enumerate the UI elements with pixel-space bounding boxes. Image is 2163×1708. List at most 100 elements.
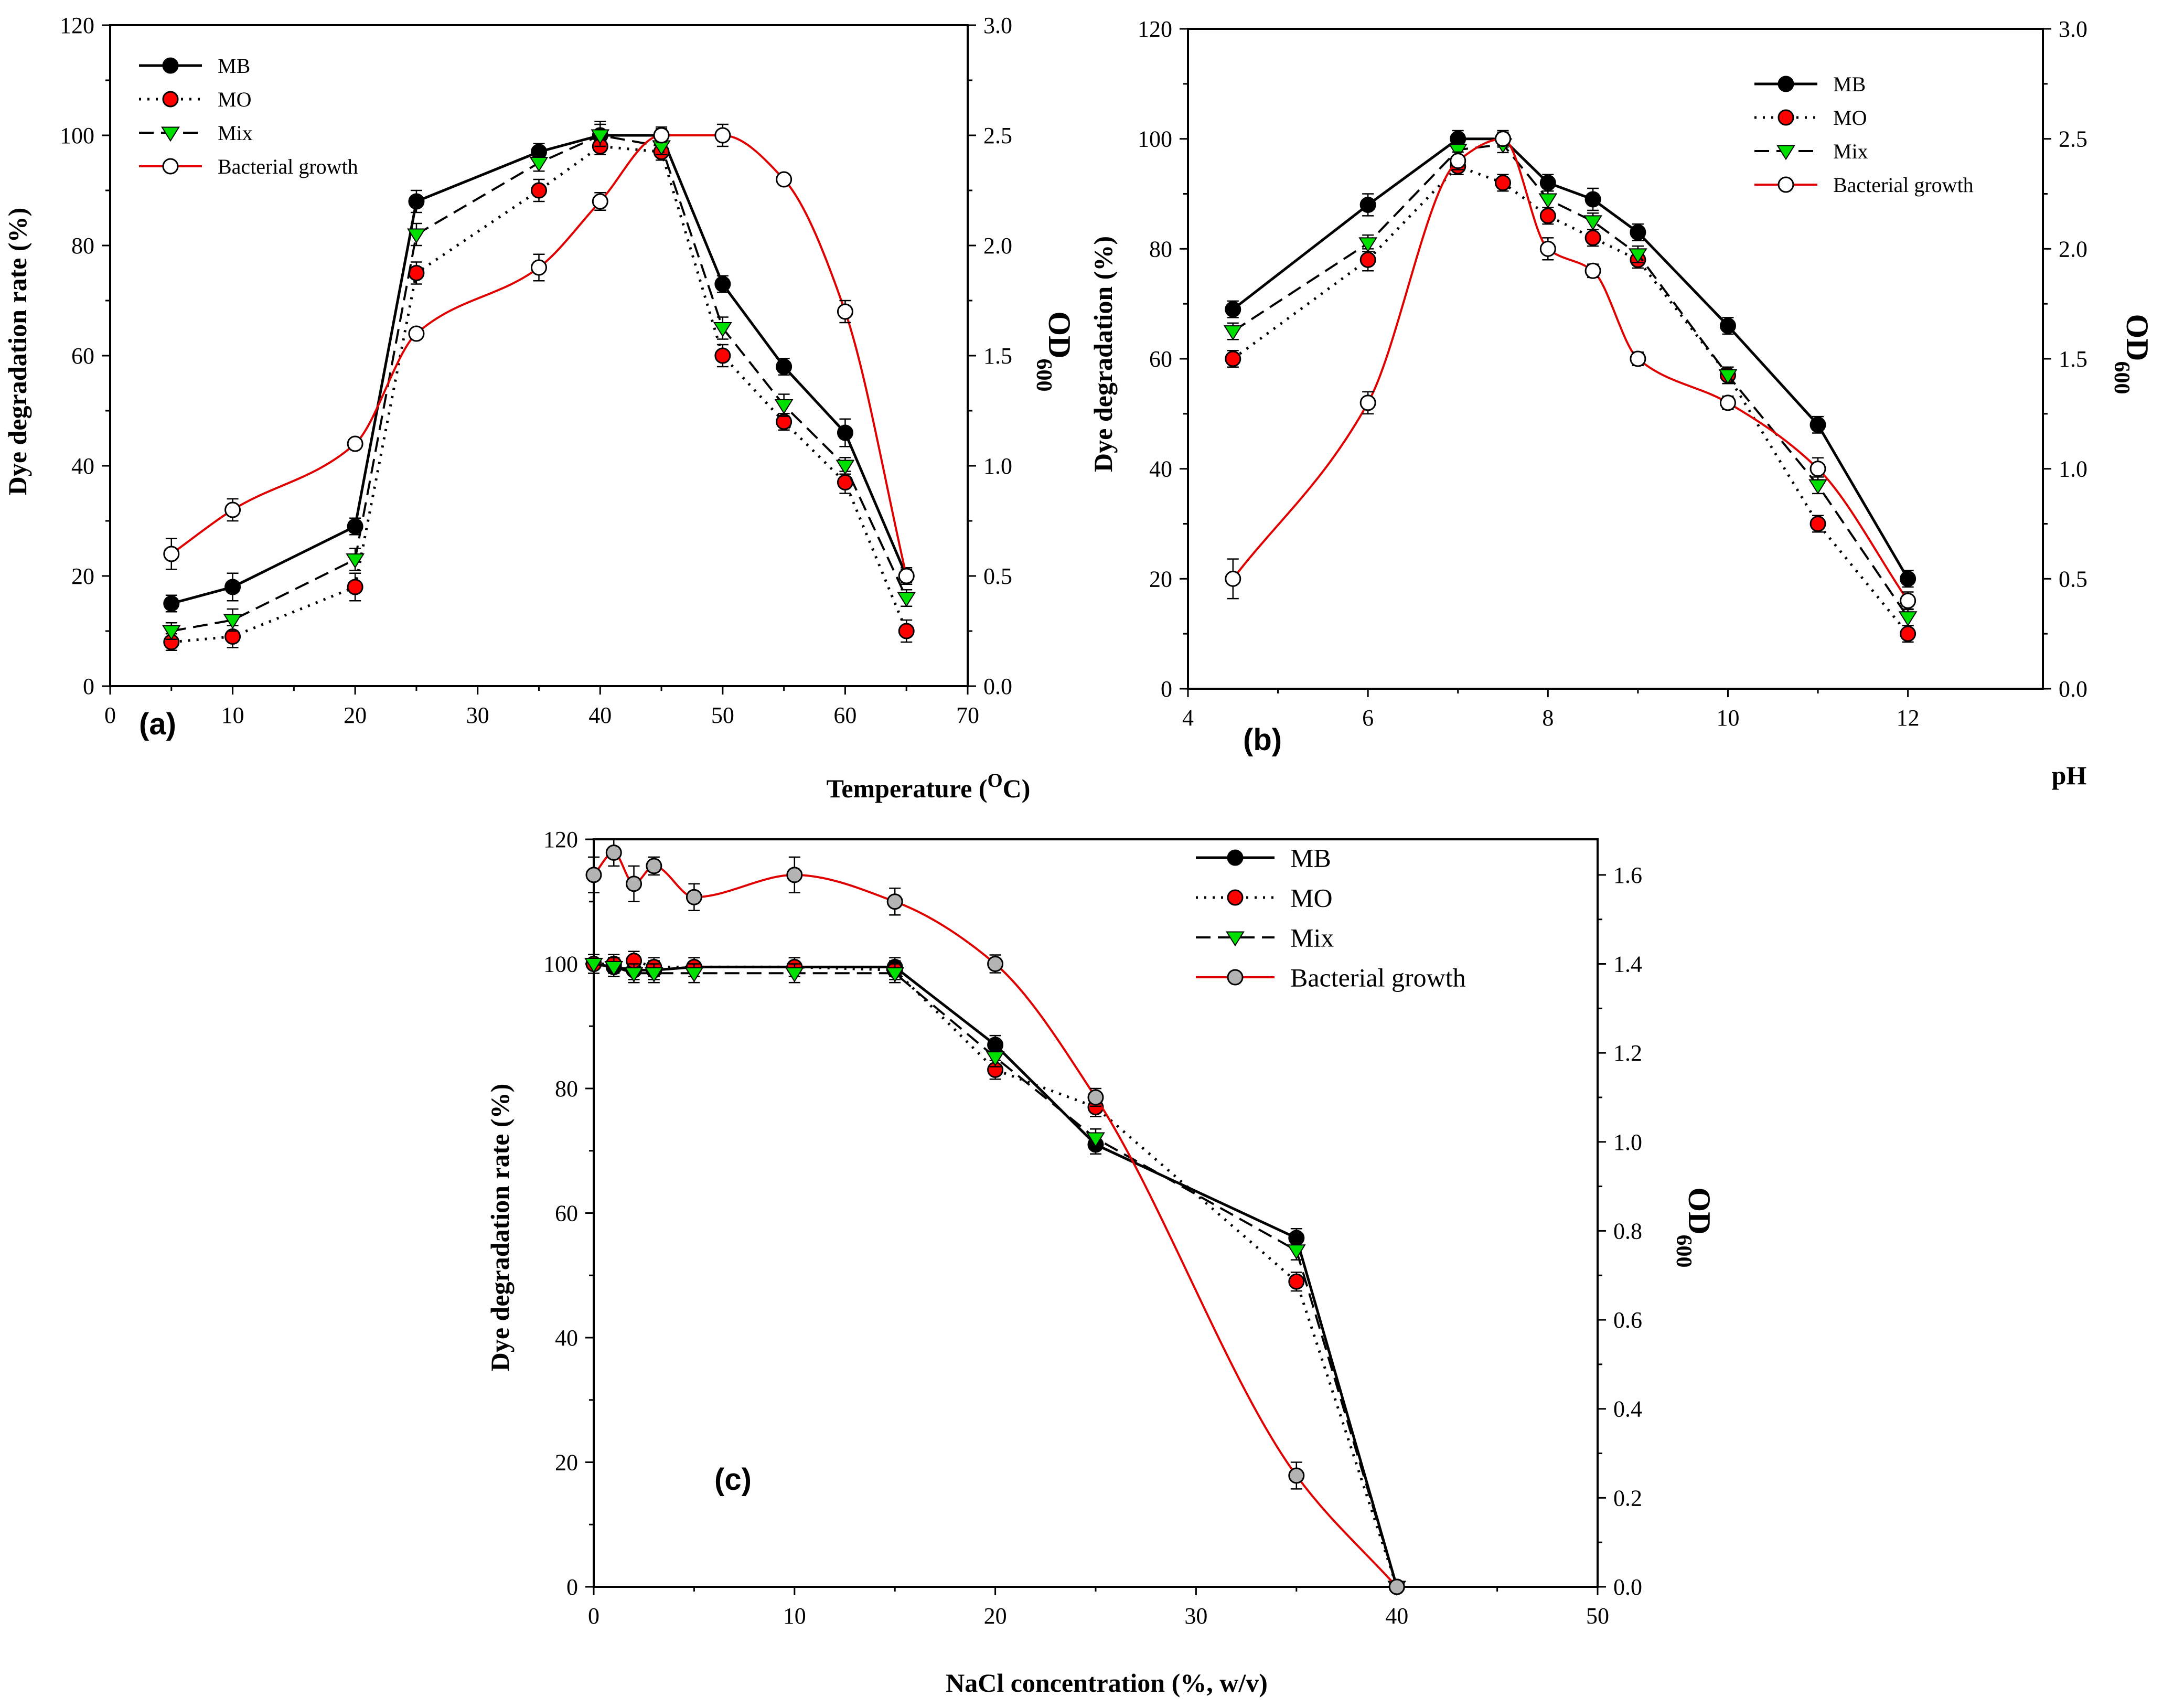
legend-label-mix-b: Mix — [1833, 140, 1868, 163]
data-point-bacterial-growth-b — [1809, 461, 1826, 477]
y2-axis-title-c: OD600 — [1672, 1188, 1717, 1268]
y2-tick-label-a: 2.5 — [983, 123, 1012, 148]
y-tick-label-c: 20 — [555, 1450, 578, 1476]
data-point-mix-a — [836, 460, 855, 475]
legend-label-bacterial-growth-b: Bacterial growth — [1833, 173, 1974, 197]
x-tick-label-b: 10 — [1716, 705, 1739, 731]
y2-tick-label-b: 1.5 — [2059, 346, 2087, 372]
legend-marker-mix-b — [1776, 145, 1795, 161]
data-point-bacterial-growth-a — [776, 171, 793, 188]
y-tick-label-a: 40 — [71, 453, 94, 479]
y2-tick-label-c: 0.4 — [1613, 1396, 1642, 1422]
x-tick-label-c: 40 — [1385, 1603, 1408, 1629]
data-point-bacterial-growth-c — [1388, 1578, 1405, 1595]
panel-label-c: (c) — [714, 1463, 752, 1497]
y-tick-label-a: 60 — [71, 343, 94, 369]
legend-label-mix-c: Mix — [1290, 923, 1334, 953]
y-tick-label-b: 60 — [1149, 346, 1172, 372]
panel-label-b: (b) — [1243, 723, 1282, 757]
data-point-mb-a — [347, 518, 363, 535]
x-tick-label-a: 0 — [104, 702, 116, 728]
legend-marker-mb-c — [1227, 849, 1244, 866]
data-point-mix-c — [986, 1051, 1005, 1066]
y-tick-label-b: 80 — [1149, 236, 1172, 262]
data-point-mix-c — [644, 967, 663, 983]
data-point-mix-a — [713, 322, 732, 337]
data-point-mb-a — [224, 579, 241, 595]
y2-tick-label-a: 1.0 — [983, 453, 1012, 479]
legend-marker-bacterial-growth-b — [1777, 176, 1794, 193]
legend-marker-mb-a — [162, 57, 179, 74]
legend-label-mb-c: MB — [1290, 844, 1331, 873]
data-point-bacterial-growth-c — [987, 956, 1004, 972]
series-line-bacterial-growth-c — [593, 851, 1398, 1588]
data-point-mo-a — [898, 623, 915, 639]
legend-label-mb-b: MB — [1833, 72, 1866, 96]
data-point-mix-c — [684, 967, 704, 983]
chart-panel-b: 4 6 8 10 120204060801001200.00.51.01.52.02.5… — [1088, 16, 2155, 790]
chart-panel-c: 0 10 20 30 40 50 0 20 40 60 80 100 120 0.0 0.2 0.4 0.6 0.… — [485, 827, 1717, 1698]
data-point-bacterial-growth-a — [898, 568, 915, 584]
data-point-bacterial-growth-c — [786, 867, 803, 883]
y2-tick-label-b: 0.5 — [2059, 566, 2087, 592]
x-tick-label-c: 30 — [1184, 1603, 1207, 1629]
y2-tick-label-c: 0.2 — [1613, 1485, 1642, 1511]
x-tick-label-a: 20 — [344, 702, 367, 728]
data-point-mix-a — [346, 553, 365, 569]
data-point-mix-c — [885, 967, 905, 983]
data-point-bacterial-growth-a — [837, 303, 853, 320]
data-point-mb-a — [408, 193, 425, 210]
x-tick-label-b: 12 — [1897, 705, 1920, 731]
legend-marker-mix-a — [161, 126, 180, 142]
data-point-bacterial-growth-a — [163, 546, 180, 562]
x-axis-title-a: Temperature (OC) — [827, 770, 1031, 804]
data-point-mix-a — [591, 129, 610, 145]
panel-label-a: (a) — [139, 707, 176, 741]
data-point-bacterial-growth-b — [1900, 592, 1916, 609]
data-point-bacterial-growth-a — [347, 435, 363, 452]
data-point-mix-a — [774, 399, 794, 414]
data-point-mb-a — [837, 424, 853, 441]
data-point-mix-b — [1718, 369, 1738, 385]
data-point-bacterial-growth-a — [408, 325, 425, 342]
data-point-mix-b — [1448, 144, 1468, 159]
legend-label-mo-c: MO — [1290, 883, 1333, 913]
data-point-mix-c — [624, 967, 644, 983]
data-point-mo-b — [1359, 251, 1376, 268]
data-point-mb-b — [1225, 301, 1241, 318]
data-point-mo-b — [1539, 207, 1556, 224]
data-point-bacterial-growth-b — [1359, 394, 1376, 411]
data-point-mb-b — [1359, 196, 1376, 213]
y2-axis-title-a: OD600 — [1032, 312, 1077, 392]
legend-marker-mix-c — [1226, 931, 1245, 947]
x-tick-label-a: 70 — [956, 702, 979, 728]
data-point-mb-b — [1630, 224, 1646, 241]
data-point-mb-a — [714, 276, 731, 292]
data-point-bacterial-growth-b — [1225, 570, 1241, 587]
x-tick-label-a: 50 — [711, 702, 734, 728]
legend-label-mix-a: Mix — [218, 121, 253, 145]
legend-marker-bacterial-growth-c — [1227, 969, 1244, 986]
data-point-mix-c — [1086, 1132, 1105, 1148]
x-tick-label-c: 50 — [1586, 1603, 1609, 1629]
y2-tick-label-b: 1.0 — [2059, 456, 2087, 482]
y2-tick-label-a: 1.5 — [983, 343, 1012, 369]
y2-tick-label-c: 1.6 — [1613, 862, 1642, 888]
y2-tick-label-a: 0.5 — [983, 563, 1012, 589]
series-line-bacterial-growth-b — [1232, 137, 1909, 602]
data-point-mo-a — [531, 182, 547, 199]
y2-tick-label-c: 0.0 — [1613, 1574, 1642, 1600]
data-point-mix-b — [1583, 215, 1603, 231]
y2-axis-title-b: OD600 — [2110, 314, 2155, 394]
data-point-mix-b — [1898, 611, 1918, 627]
data-point-mb-b — [1900, 570, 1916, 587]
y2-tick-label-a: 3.0 — [983, 13, 1012, 38]
data-point-mix-b — [1628, 248, 1647, 264]
data-point-mo-b — [1495, 175, 1512, 191]
y2-tick-label-c: 1.4 — [1613, 952, 1642, 977]
y2-tick-label-a: 2.0 — [983, 233, 1012, 259]
x-tick-label-b: 8 — [1542, 705, 1554, 731]
y2-tick-label-c: 0.8 — [1613, 1218, 1642, 1244]
data-point-bacterial-growth-b — [1630, 350, 1646, 367]
